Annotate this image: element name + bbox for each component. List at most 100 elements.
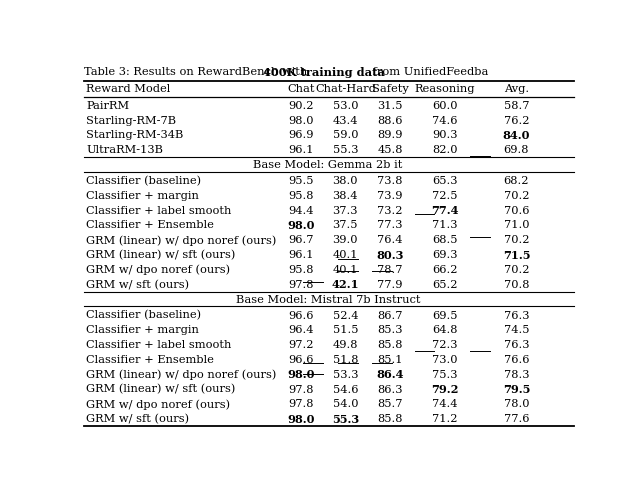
Text: 53.3: 53.3	[333, 370, 358, 380]
Text: 85.3: 85.3	[377, 325, 403, 335]
Text: 76.3: 76.3	[504, 340, 529, 350]
Text: 86.3: 86.3	[377, 384, 403, 395]
Text: Chat-Hard: Chat-Hard	[315, 84, 376, 94]
Text: 73.9: 73.9	[377, 191, 403, 201]
Text: 78.7: 78.7	[377, 265, 403, 275]
Text: Base Model: Mistral 7b Instruct: Base Model: Mistral 7b Instruct	[236, 295, 420, 305]
Text: 49.8: 49.8	[333, 340, 358, 350]
Text: UltraRM-13B: UltraRM-13B	[86, 145, 163, 155]
Text: 55.3: 55.3	[333, 145, 358, 155]
Text: Classifier + Ensemble: Classifier + Ensemble	[86, 221, 214, 230]
Text: 96.6: 96.6	[288, 311, 314, 320]
Text: Table 3: Results on RewardBench with: Table 3: Results on RewardBench with	[84, 67, 311, 77]
Text: 90.3: 90.3	[432, 130, 458, 140]
Text: 51.5: 51.5	[333, 325, 358, 335]
Text: Reasoning: Reasoning	[414, 84, 475, 94]
Text: 96.9: 96.9	[288, 130, 314, 140]
Text: 60.0: 60.0	[432, 101, 458, 111]
Text: Classifier (baseline): Classifier (baseline)	[86, 176, 201, 186]
Text: 76.6: 76.6	[504, 355, 529, 365]
Text: Starling-RM-34B: Starling-RM-34B	[86, 130, 183, 140]
Text: 74.4: 74.4	[432, 399, 458, 409]
Text: 86.7: 86.7	[377, 311, 403, 320]
Text: GRM (linear) w/ sft (ours): GRM (linear) w/ sft (ours)	[86, 250, 236, 260]
Text: 95.5: 95.5	[288, 176, 314, 186]
Text: 37.3: 37.3	[333, 206, 358, 216]
Text: 69.5: 69.5	[432, 311, 458, 320]
Text: 69.3: 69.3	[432, 250, 458, 260]
Text: Classifier + label smooth: Classifier + label smooth	[86, 340, 231, 350]
Text: 31.5: 31.5	[377, 101, 403, 111]
Text: 400K training data: 400K training data	[262, 67, 385, 78]
Text: 53.0: 53.0	[333, 101, 358, 111]
Text: 40.1: 40.1	[333, 250, 358, 260]
Text: 73.8: 73.8	[377, 176, 403, 186]
Text: 71.0: 71.0	[504, 221, 529, 230]
Text: 37.5: 37.5	[333, 221, 358, 230]
Text: GRM w/ sft (ours): GRM w/ sft (ours)	[86, 414, 189, 424]
Text: 40.1: 40.1	[333, 265, 358, 275]
Text: Classifier + label smooth: Classifier + label smooth	[86, 206, 231, 216]
Text: 86.4: 86.4	[376, 369, 404, 380]
Text: 98.0: 98.0	[288, 116, 314, 125]
Text: GRM (linear) w/ sft (ours): GRM (linear) w/ sft (ours)	[86, 384, 236, 395]
Text: 79.5: 79.5	[503, 384, 530, 395]
Text: 68.2: 68.2	[504, 176, 529, 186]
Text: GRM w/ sft (ours): GRM w/ sft (ours)	[86, 279, 189, 290]
Text: 76.4: 76.4	[377, 235, 403, 245]
Text: 96.1: 96.1	[288, 250, 314, 260]
Text: 71.3: 71.3	[432, 221, 458, 230]
Text: 43.4: 43.4	[333, 116, 358, 125]
Text: 85.8: 85.8	[377, 414, 403, 424]
Text: 77.9: 77.9	[377, 280, 403, 290]
Text: Base Model: Gemma 2b it: Base Model: Gemma 2b it	[253, 160, 403, 170]
Text: 98.0: 98.0	[287, 414, 314, 425]
Text: 90.2: 90.2	[288, 101, 314, 111]
Text: 77.4: 77.4	[431, 205, 458, 216]
Text: 77.6: 77.6	[504, 414, 529, 424]
Text: 85.7: 85.7	[377, 399, 403, 409]
Text: 70.2: 70.2	[504, 265, 529, 275]
Text: Avg.: Avg.	[504, 84, 529, 94]
Text: 74.5: 74.5	[504, 325, 529, 335]
Text: Classifier + Ensemble: Classifier + Ensemble	[86, 355, 214, 365]
Text: 71.5: 71.5	[503, 250, 530, 260]
Text: 89.9: 89.9	[377, 130, 403, 140]
Text: 96.4: 96.4	[288, 325, 314, 335]
Text: 96.6: 96.6	[288, 355, 314, 365]
Text: 88.6: 88.6	[377, 116, 403, 125]
Text: 65.2: 65.2	[432, 280, 458, 290]
Text: 70.2: 70.2	[504, 235, 529, 245]
Text: 97.8: 97.8	[288, 399, 314, 409]
Text: 78.0: 78.0	[504, 399, 529, 409]
Text: GRM w/ dpo noref (ours): GRM w/ dpo noref (ours)	[86, 264, 230, 275]
Text: 73.2: 73.2	[377, 206, 403, 216]
Text: 85.1: 85.1	[377, 355, 403, 365]
Text: PairRM: PairRM	[86, 101, 129, 111]
Text: GRM w/ dpo noref (ours): GRM w/ dpo noref (ours)	[86, 399, 230, 410]
Text: 96.7: 96.7	[288, 235, 314, 245]
Text: 59.0: 59.0	[333, 130, 358, 140]
Text: 54.0: 54.0	[333, 399, 358, 409]
Text: Chat: Chat	[287, 84, 314, 94]
Text: 64.8: 64.8	[432, 325, 458, 335]
Text: 39.0: 39.0	[333, 235, 358, 245]
Text: 66.2: 66.2	[432, 265, 458, 275]
Text: 85.8: 85.8	[377, 340, 403, 350]
Text: 79.2: 79.2	[431, 384, 458, 395]
Text: 69.8: 69.8	[504, 145, 529, 155]
Text: from UnifiedFeedba: from UnifiedFeedba	[369, 67, 488, 77]
Text: GRM (linear) w/ dpo noref (ours): GRM (linear) w/ dpo noref (ours)	[86, 369, 276, 380]
Text: 73.0: 73.0	[432, 355, 458, 365]
Text: 72.5: 72.5	[432, 191, 458, 201]
Text: Starling-RM-7B: Starling-RM-7B	[86, 116, 176, 125]
Text: 96.1: 96.1	[288, 145, 314, 155]
Text: 74.6: 74.6	[432, 116, 458, 125]
Text: 38.4: 38.4	[333, 191, 358, 201]
Text: 76.2: 76.2	[504, 116, 529, 125]
Text: 95.8: 95.8	[288, 191, 314, 201]
Text: 70.2: 70.2	[504, 191, 529, 201]
Text: 38.0: 38.0	[333, 176, 358, 186]
Text: GRM (linear) w/ dpo noref (ours): GRM (linear) w/ dpo noref (ours)	[86, 235, 276, 245]
Text: 97.8: 97.8	[288, 384, 314, 395]
